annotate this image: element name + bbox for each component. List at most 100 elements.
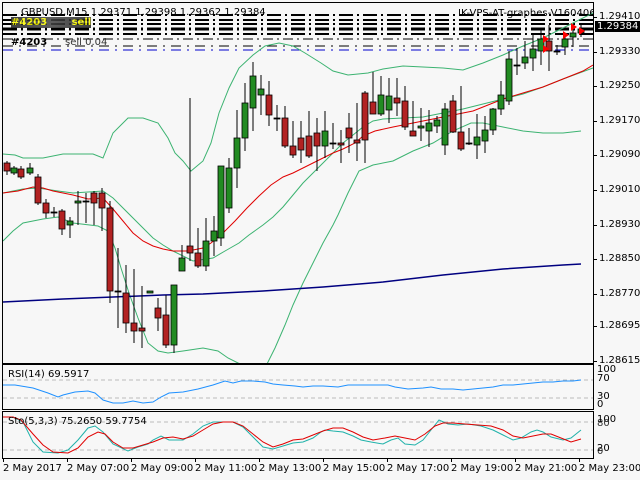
main-chart-pane[interactable]: GBPUSD,M15 1.29371 1.29398 1.29362 1.293… xyxy=(2,2,594,364)
rsi-label: RSI(14) 69.5917 xyxy=(8,369,90,380)
candle xyxy=(273,117,281,120)
price-tick xyxy=(593,326,597,327)
candle xyxy=(473,136,481,146)
candle xyxy=(529,48,537,59)
candle xyxy=(202,240,210,267)
candle xyxy=(313,132,321,147)
candle xyxy=(305,135,313,157)
symbol-info: GBPUSD,M15 1.29371 1.29398 1.29362 1.293… xyxy=(21,7,266,18)
price-tick xyxy=(593,86,597,87)
candle xyxy=(297,137,305,151)
price-label: 1.29250 xyxy=(599,80,640,91)
candle xyxy=(90,192,98,204)
ea-name-label: IK-VPS-AT-graphes-V160406 ☺ xyxy=(458,7,593,19)
time-label: 2 May 2017 xyxy=(3,463,62,474)
candle xyxy=(465,142,473,145)
time-tick xyxy=(515,458,516,462)
time-tick xyxy=(387,458,388,462)
candle xyxy=(170,284,178,346)
candle xyxy=(217,165,225,239)
candle xyxy=(449,100,457,133)
bollinger-upper xyxy=(3,12,593,172)
bollinger-middle xyxy=(3,67,593,262)
candle xyxy=(497,94,505,110)
sto-level-100: 100 xyxy=(597,414,617,425)
overlay-text-ticket: #4203 xyxy=(11,37,48,48)
rsi-chart xyxy=(3,379,593,404)
stochastic-label: Sto(5,3,3) 75.2650 59.7754 xyxy=(8,416,147,427)
candle xyxy=(17,168,25,178)
candle xyxy=(433,119,441,127)
sto-level-0: 0 xyxy=(597,446,604,457)
stochastic-pane[interactable]: Sto(5,3,3) 75.2650 59.7754 xyxy=(2,411,594,459)
candle xyxy=(241,102,249,139)
order-lines xyxy=(3,14,593,51)
price-tick xyxy=(593,225,597,226)
time-label: 2 May 07:00 xyxy=(67,463,130,474)
time-label: 2 May 17:00 xyxy=(387,463,450,474)
candle xyxy=(257,88,265,96)
time-label: 2 May 21:00 xyxy=(515,463,578,474)
candle xyxy=(457,131,465,150)
candle xyxy=(42,202,50,214)
overlay-text-garbled-1: #4203 sell xyxy=(11,17,92,28)
sto-level-20: 20 xyxy=(597,443,610,454)
time-tick xyxy=(579,458,580,462)
time-tick xyxy=(67,458,68,462)
price-tick xyxy=(593,52,597,53)
candle xyxy=(353,139,361,144)
candle xyxy=(146,290,154,294)
time-tick xyxy=(323,458,324,462)
price-tick xyxy=(593,121,597,122)
rsi-pane[interactable]: RSI(14) 69.5917 xyxy=(2,364,594,410)
candle xyxy=(345,127,353,139)
candle xyxy=(417,125,425,129)
candle xyxy=(441,108,449,146)
price-label: 1.28615 xyxy=(599,355,640,366)
candle xyxy=(210,230,218,242)
candle xyxy=(321,130,329,147)
price-chart[interactable] xyxy=(3,3,593,363)
candle xyxy=(34,176,42,204)
candle xyxy=(74,200,82,204)
time-label: 2 May 23:00 xyxy=(579,463,640,474)
price-tick xyxy=(593,294,597,295)
time-label: 2 May 09:00 xyxy=(131,463,194,474)
candle xyxy=(481,129,489,142)
current-price-tag: 1.29384 xyxy=(595,21,640,32)
candle xyxy=(545,40,553,52)
candle xyxy=(377,94,385,115)
candle xyxy=(233,137,241,169)
rsi-level-30: 30 xyxy=(597,391,610,402)
candle xyxy=(249,75,257,109)
time-label: 2 May 11:00 xyxy=(195,463,258,474)
price-label: 1.28930 xyxy=(599,219,640,230)
price-tick xyxy=(593,190,597,191)
candle xyxy=(337,142,345,146)
ma-red xyxy=(3,64,593,252)
candle xyxy=(393,97,401,104)
candle xyxy=(289,145,297,156)
price-tick xyxy=(593,155,597,156)
price-tick xyxy=(593,259,597,260)
candle xyxy=(26,167,34,174)
time-tick xyxy=(195,458,196,462)
candle xyxy=(281,117,289,147)
overlay-text-sell: sell 0.04 xyxy=(65,37,108,48)
candle xyxy=(385,95,393,111)
time-tick xyxy=(451,458,452,462)
candle xyxy=(521,56,529,64)
candle xyxy=(138,327,146,332)
candle xyxy=(361,92,369,141)
candle xyxy=(130,322,138,332)
time-tick xyxy=(259,458,260,462)
rsi-level-100: 100 xyxy=(597,364,617,375)
ma-blue xyxy=(3,263,582,303)
candle xyxy=(553,50,561,53)
candle xyxy=(58,210,66,230)
price-label: 1.29010 xyxy=(599,184,640,195)
price-label: 1.28695 xyxy=(599,320,640,331)
candle xyxy=(425,122,433,132)
candle xyxy=(186,245,194,254)
